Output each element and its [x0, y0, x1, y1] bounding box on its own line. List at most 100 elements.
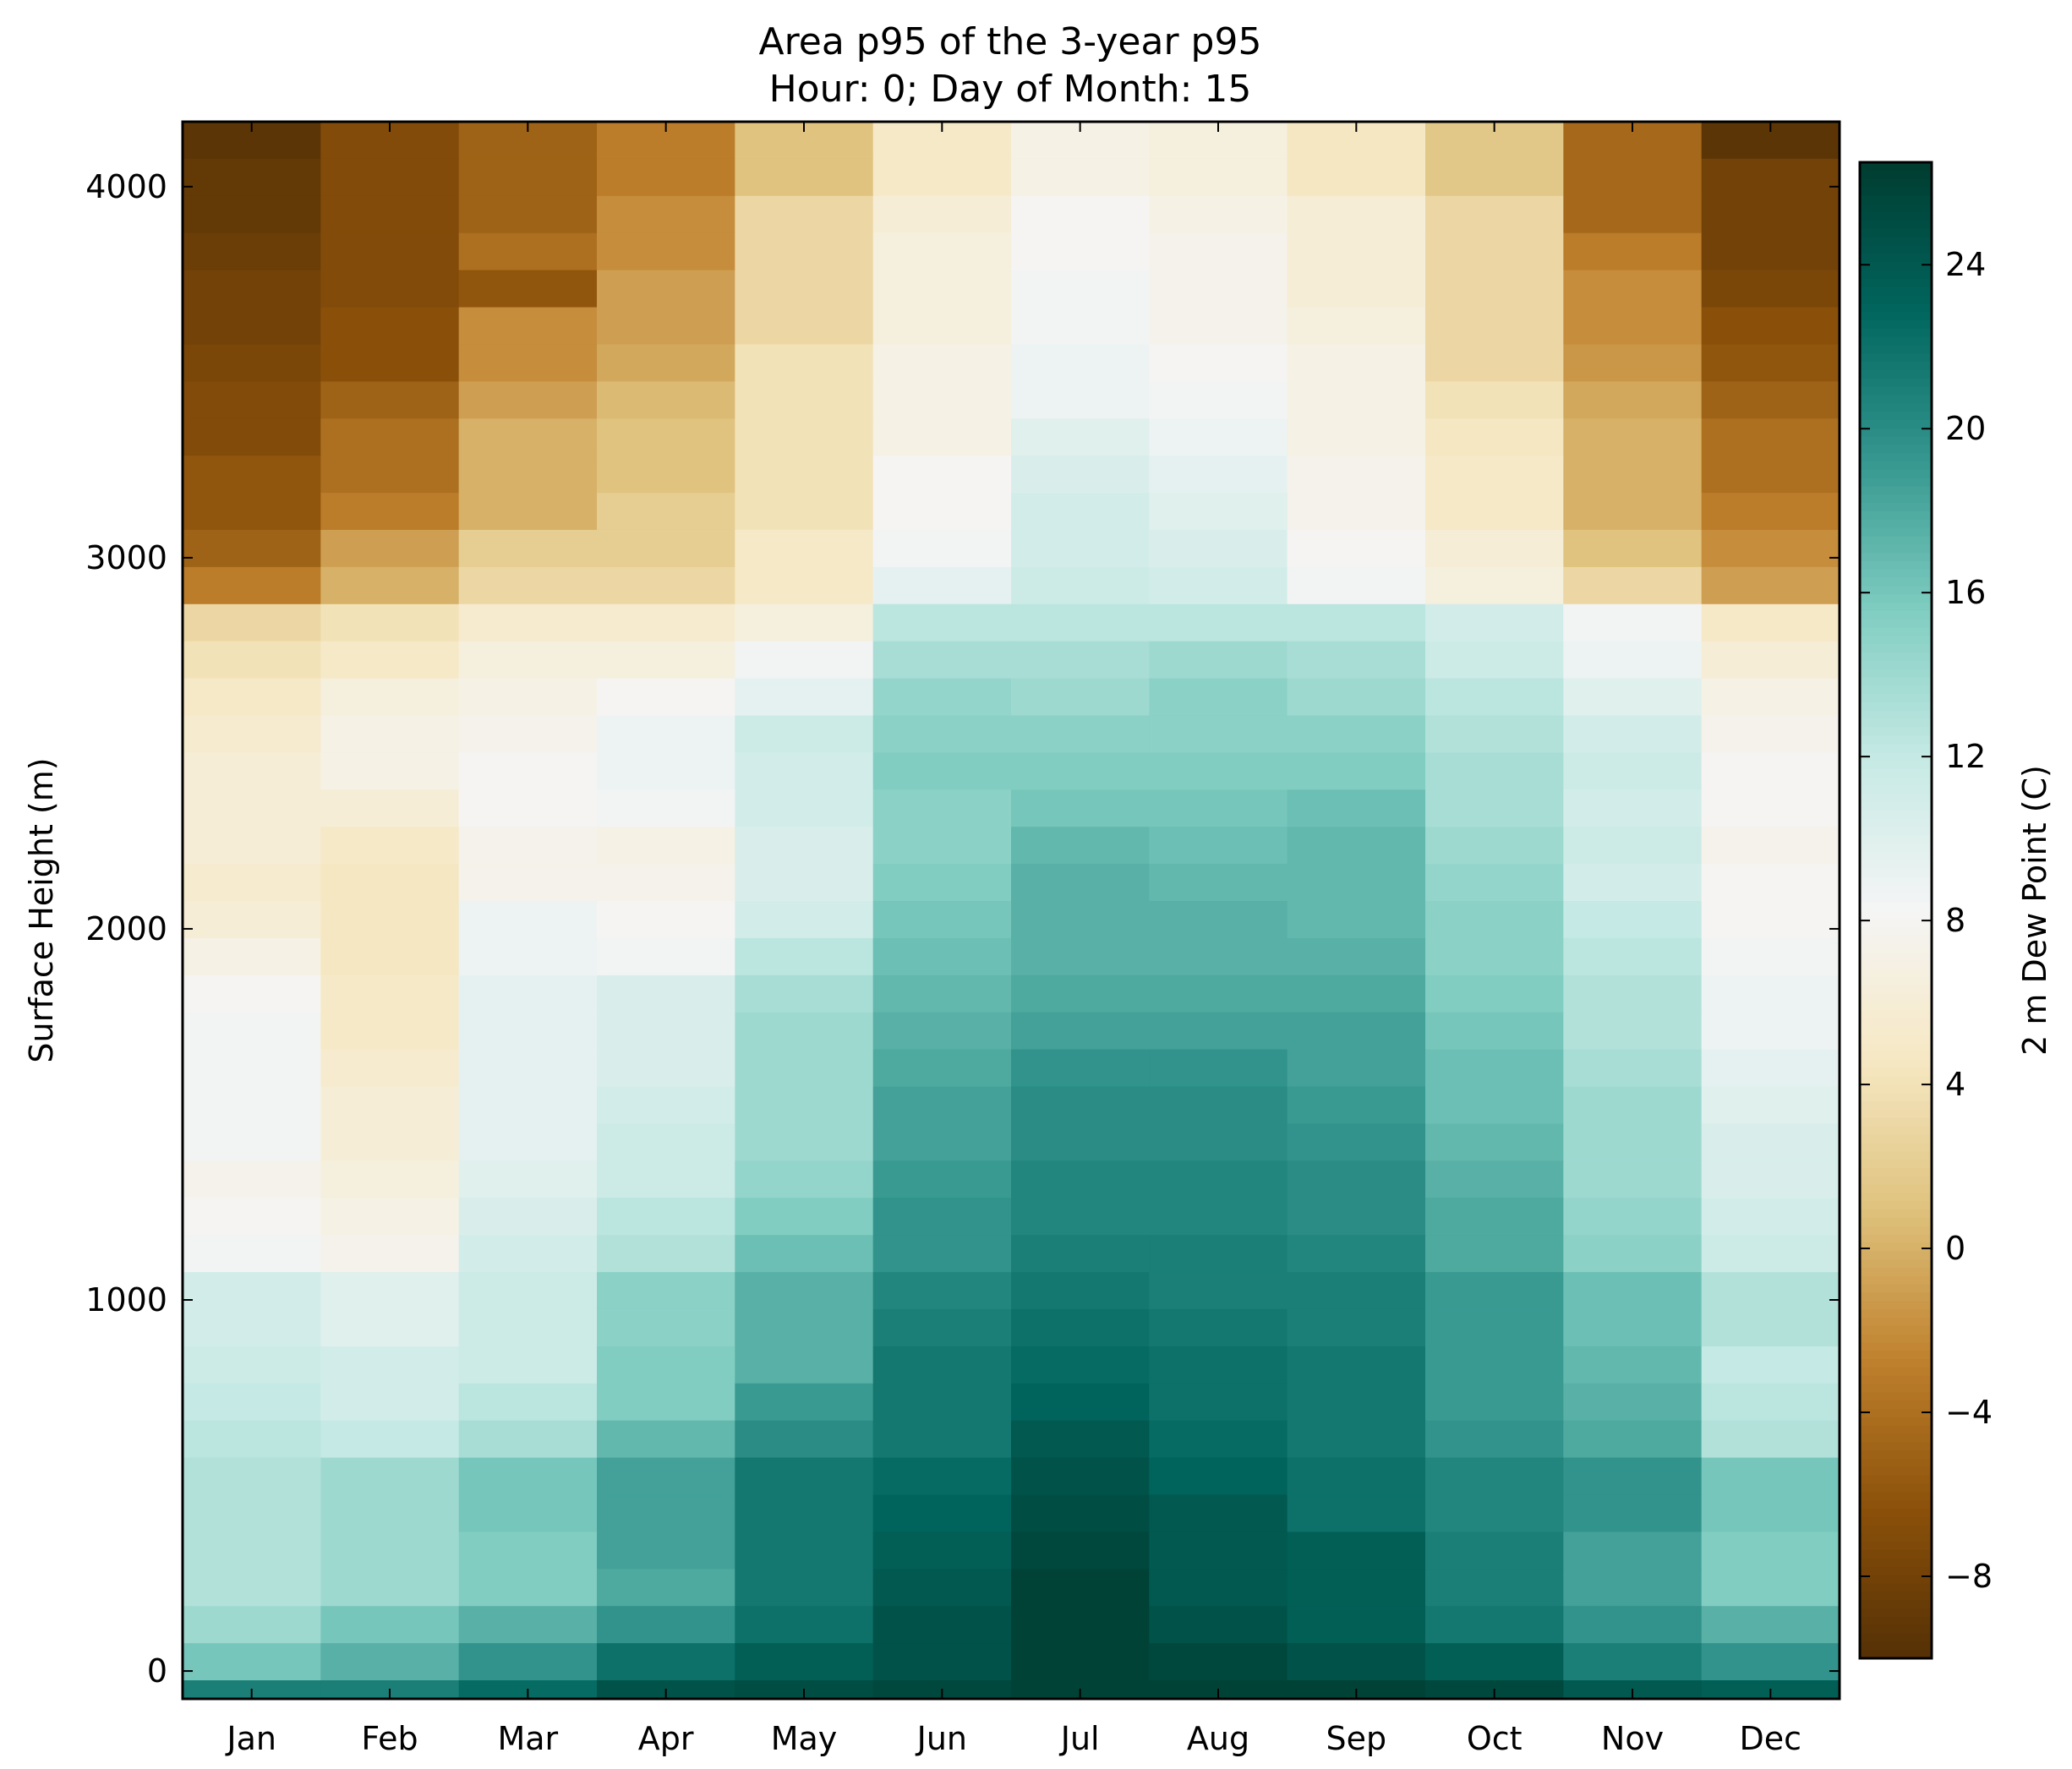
heatmap-cell — [1149, 1198, 1288, 1236]
x-tick-label: Apr — [638, 1720, 694, 1757]
heatmap-cell — [1287, 678, 1426, 717]
heatmap-cell — [1149, 641, 1288, 680]
heatmap-cell — [1425, 529, 1564, 568]
colorbar-segment — [1860, 1433, 1932, 1444]
colorbar-segment — [1860, 818, 1932, 828]
heatmap-cell — [1149, 864, 1288, 902]
heatmap-cell — [1149, 344, 1288, 382]
colorbar-segment — [1860, 577, 1932, 587]
colorbar-segment — [1860, 918, 1932, 928]
heatmap-cell — [1563, 864, 1703, 902]
heatmap-cell — [1425, 864, 1564, 902]
heatmap-cell — [1701, 1569, 1840, 1607]
heatmap-cell — [458, 195, 598, 234]
heatmap-cell — [597, 381, 735, 419]
colorbar-segment — [1860, 386, 1932, 396]
colorbar-segment — [1860, 1084, 1932, 1095]
heatmap-cell — [872, 1308, 1012, 1347]
heatmap-cell — [1287, 344, 1426, 382]
heatmap-cell — [1425, 566, 1564, 605]
heatmap-cell — [1287, 1569, 1426, 1607]
heatmap-cell — [735, 1569, 874, 1607]
heatmap-cell — [183, 1420, 321, 1459]
heatmap-cell — [597, 1272, 735, 1310]
heatmap-cell — [1287, 1346, 1426, 1384]
heatmap-cell — [1287, 381, 1426, 419]
heatmap-cell — [458, 1606, 598, 1644]
heatmap-cell — [1011, 715, 1150, 753]
colorbar-segment — [1860, 1650, 1932, 1659]
heatmap-cell — [1563, 1457, 1703, 1496]
chart-title: Area p95 of the 3-year p95 — [759, 20, 1262, 63]
colorbar-segment — [1860, 412, 1932, 421]
heatmap-cell — [1011, 418, 1150, 456]
heatmap-cell — [1149, 456, 1288, 494]
heatmap-cell — [458, 1012, 598, 1051]
heatmap-cell — [183, 1308, 321, 1347]
colorbar-segment — [1860, 1641, 1932, 1651]
heatmap-cell — [872, 827, 1012, 865]
colorbar-segment — [1860, 561, 1932, 571]
heatmap-cell — [1563, 381, 1703, 419]
heatmap-cell — [1011, 566, 1150, 605]
heatmap-cell — [872, 1420, 1012, 1459]
heatmap-cell — [1425, 1235, 1564, 1273]
heatmap-cell — [1425, 1383, 1564, 1422]
heatmap-cell — [597, 1383, 735, 1422]
heatmap-cell — [1701, 678, 1840, 717]
heatmap-cell — [872, 1606, 1012, 1644]
heatmap-cell — [872, 566, 1012, 605]
x-tick-label: Aug — [1187, 1720, 1249, 1757]
heatmap-cell — [1563, 1494, 1703, 1533]
colorbar-segment — [1860, 1317, 1932, 1327]
heatmap-cell — [1701, 1346, 1840, 1384]
heatmap-cell — [1011, 529, 1150, 568]
colorbar-segment — [1860, 270, 1932, 280]
x-tick-label: Jan — [225, 1720, 276, 1757]
colorbar-segment — [1860, 1259, 1932, 1269]
heatmap-cell — [597, 195, 735, 234]
colorbar-tick-label: −4 — [1945, 1394, 1993, 1431]
heatmap-cell — [1287, 1308, 1426, 1347]
heatmap-cell — [1011, 1420, 1150, 1459]
heatmap-cell — [1287, 641, 1426, 680]
heatmap-cell — [1425, 158, 1564, 197]
colorbar-segment — [1860, 303, 1932, 313]
colorbar-segment — [1860, 644, 1932, 653]
heatmap-cell — [1425, 418, 1564, 456]
heatmap-cell — [1287, 901, 1426, 939]
colorbar-segment — [1860, 1400, 1932, 1410]
heatmap-cell — [1149, 195, 1288, 234]
heatmap-cell — [872, 603, 1012, 642]
colorbar-segment — [1860, 835, 1932, 845]
heatmap-cell — [1287, 1272, 1426, 1310]
heatmap-cell — [597, 566, 735, 605]
x-axis: Jan Feb Mar Apr May Jun Jul Aug Sep Oct Nov Dec — [225, 122, 1801, 1757]
heatmap-cell — [183, 975, 321, 1013]
heatmap-cell — [458, 1308, 598, 1347]
heatmap-cell — [1011, 1346, 1150, 1384]
heatmap-cell — [1563, 975, 1703, 1013]
colorbar-segment — [1860, 1525, 1932, 1535]
heatmap-cell — [1563, 1643, 1703, 1681]
colorbar-segment — [1860, 511, 1932, 521]
colorbar-segment — [1860, 1067, 1932, 1078]
heatmap-cell — [1149, 1160, 1288, 1198]
heatmap-cell — [320, 1086, 460, 1125]
heatmap-cell — [597, 529, 735, 568]
heatmap-cell — [1563, 270, 1703, 308]
heatmap-cell — [1149, 1420, 1288, 1459]
heatmap-cell — [872, 1494, 1012, 1533]
heatmap-cell — [1011, 1086, 1150, 1125]
heatmap-cell — [597, 270, 735, 308]
heatmap-cell — [183, 566, 321, 605]
colorbar-segment — [1860, 1466, 1932, 1477]
heatmap-cell — [320, 270, 460, 308]
colorbar-segment — [1860, 1417, 1932, 1427]
colorbar-segment — [1860, 1509, 1932, 1518]
heatmap-cell — [1287, 1606, 1426, 1644]
heatmap-cell — [1701, 603, 1840, 642]
colorbar-tick-label: 0 — [1945, 1230, 1965, 1267]
heatmap-cell — [1011, 1383, 1150, 1422]
